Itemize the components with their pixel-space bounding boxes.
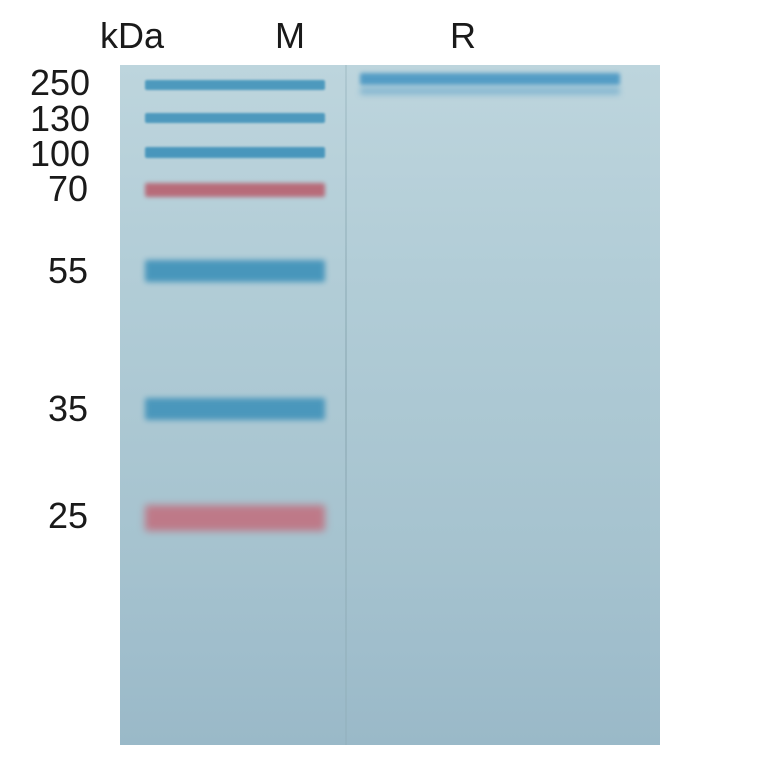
gel-image-container	[120, 65, 660, 745]
sample-band-1	[360, 87, 620, 95]
mw-label-35: 35	[48, 388, 88, 430]
mw-label-70: 70	[48, 168, 88, 210]
marker-band-0	[145, 80, 325, 90]
lane-divider	[345, 65, 347, 745]
marker-band-2	[145, 147, 325, 158]
mw-label-25: 25	[48, 495, 88, 537]
marker-lane-label: M	[275, 15, 305, 57]
mw-label-55: 55	[48, 250, 88, 292]
unit-label: kDa	[100, 15, 164, 57]
marker-band-3	[145, 183, 325, 197]
marker-band-5	[145, 398, 325, 420]
sample-band-0	[360, 73, 620, 85]
marker-band-1	[145, 113, 325, 123]
sample-lane-label: R	[450, 15, 476, 57]
marker-band-6	[145, 505, 325, 531]
marker-band-4	[145, 260, 325, 282]
